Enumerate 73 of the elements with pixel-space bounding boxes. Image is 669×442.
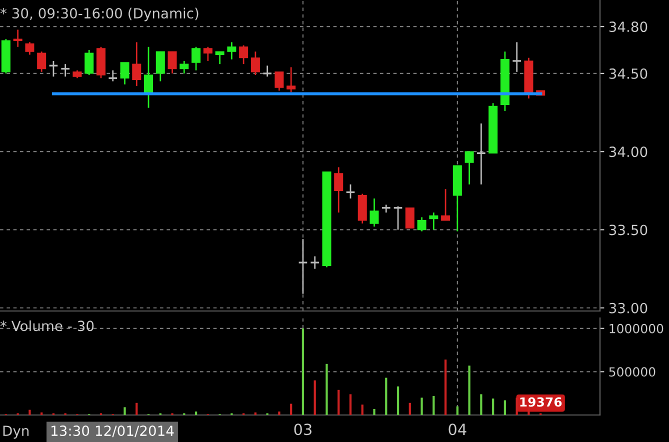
text: * 30, 09:30-16:00 (Dynamic) <box>0 8 198 22</box>
candlestick <box>180 60 189 74</box>
y-tick-label: 34.80 <box>609 22 648 32</box>
candlestick <box>144 46 154 109</box>
candlestick <box>203 46 212 62</box>
bar <box>480 394 482 415</box>
candlestick <box>405 208 414 229</box>
candlestick <box>120 62 130 86</box>
y-tick-label: 34.50 <box>609 68 648 79</box>
bar <box>194 412 198 415</box>
data-label: 19376 <box>520 397 562 407</box>
bar <box>456 406 458 415</box>
bar <box>40 412 43 415</box>
bar <box>396 386 400 415</box>
bar <box>302 328 304 415</box>
bar <box>124 407 126 415</box>
bar <box>314 380 316 415</box>
candlestick <box>334 166 344 214</box>
candlestick <box>108 70 118 82</box>
y-tick-label: 33.00 <box>609 302 648 314</box>
candlestick <box>476 122 486 186</box>
bar <box>385 378 388 415</box>
bar <box>349 394 352 415</box>
candlestick <box>250 50 260 76</box>
x-tick-label: 04 <box>448 424 466 436</box>
bar <box>444 360 447 415</box>
bar <box>492 398 494 415</box>
text: 13:30 12/01/2014 <box>52 426 174 438</box>
y-tick-label: 33.50 <box>609 224 648 236</box>
candlestick <box>192 46 201 72</box>
candlestick <box>441 188 450 222</box>
chart-title: * Volume - 30 <box>0 320 94 332</box>
candlestick <box>381 204 392 214</box>
bar <box>28 410 31 415</box>
bar <box>326 364 328 415</box>
y-tick-label: 34.00 <box>609 146 648 158</box>
candlestick <box>429 212 438 230</box>
candlestick <box>215 50 224 65</box>
y-tick-label: 500000 <box>609 367 656 377</box>
bar <box>338 390 340 415</box>
bar <box>290 404 292 415</box>
bar <box>254 412 257 415</box>
candlestick <box>310 256 320 270</box>
candlestick <box>464 150 474 186</box>
bar <box>278 412 280 415</box>
candlestick <box>84 49 94 76</box>
candlestick <box>512 42 522 73</box>
text: Dyn <box>3 426 29 439</box>
candlestick <box>156 50 165 82</box>
bar <box>373 408 376 415</box>
x-tick-label: 03 <box>294 424 312 436</box>
candlestick <box>262 64 272 78</box>
candlestick <box>132 42 142 87</box>
bar <box>432 396 435 415</box>
bar <box>420 398 423 415</box>
candlestick <box>370 198 379 228</box>
bar <box>468 366 470 415</box>
candlestick <box>37 50 46 73</box>
bar <box>504 400 506 415</box>
candlestick <box>274 71 284 92</box>
bar <box>361 404 364 415</box>
candlestick <box>25 42 34 56</box>
candlestick <box>286 66 296 93</box>
candlestick <box>417 216 426 232</box>
candlestick <box>60 63 70 78</box>
candlestick <box>13 29 22 48</box>
candlestick <box>239 44 248 65</box>
candlestick <box>298 238 308 295</box>
bar <box>408 402 411 415</box>
candlestick <box>168 50 177 74</box>
y-tick-label: 1000000 <box>610 324 664 334</box>
bar <box>136 402 138 415</box>
candlestick <box>227 42 236 60</box>
